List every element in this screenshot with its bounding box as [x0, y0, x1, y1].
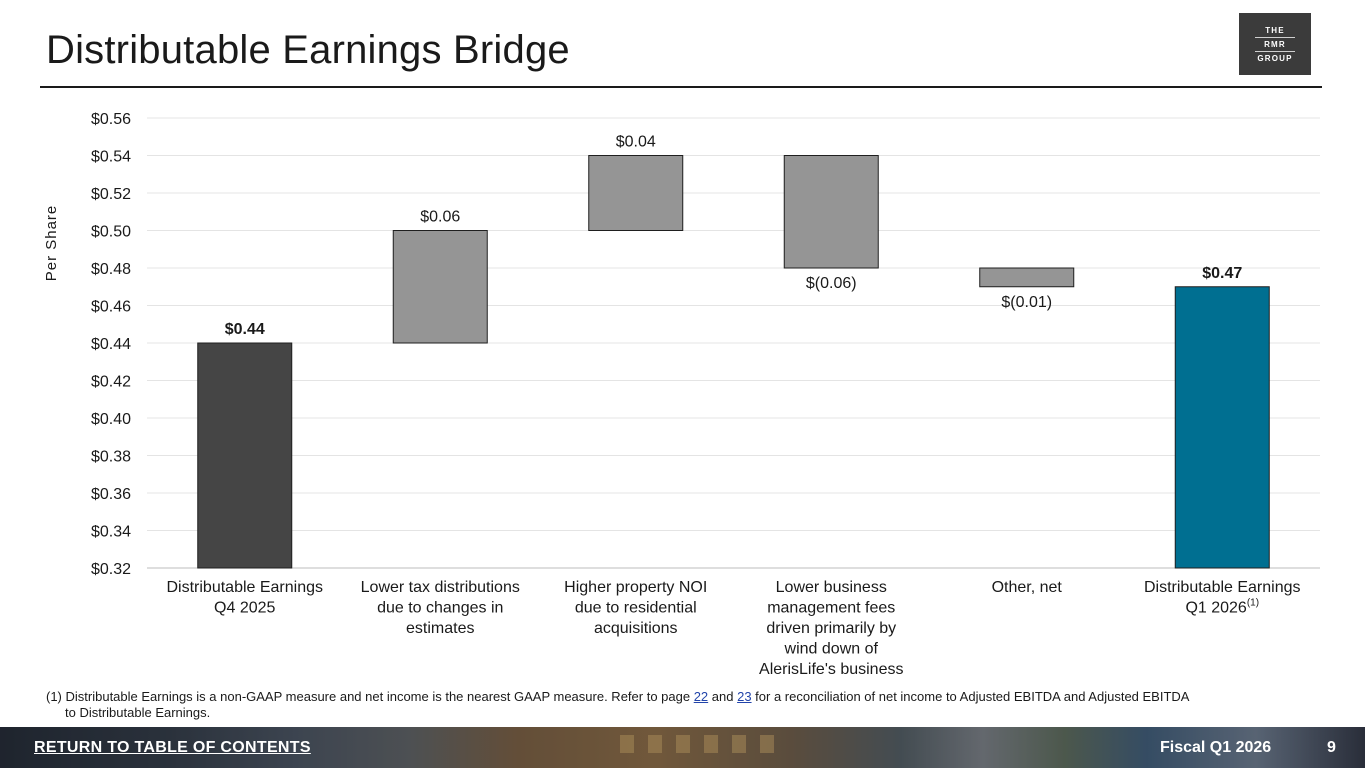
y-tick-label: $0.56 — [91, 111, 131, 128]
x-category-label: Lower tax distributions — [361, 579, 520, 596]
footer-photo-window — [648, 735, 662, 753]
page-title: Distributable Earnings Bridge — [46, 28, 570, 72]
y-tick-label: $0.32 — [91, 561, 131, 578]
bar-6 — [1174, 286, 1270, 569]
footnote-continuation: to Distributable Earnings. — [65, 705, 211, 720]
bar-1 — [197, 342, 293, 569]
page-number: 9 — [1327, 739, 1336, 756]
bar-value-label: $0.04 — [616, 134, 656, 151]
y-tick-label: $0.44 — [91, 336, 131, 353]
bar-value-label: $(0.06) — [806, 275, 857, 292]
y-tick-label: $0.42 — [91, 374, 131, 391]
bar-4 — [783, 155, 879, 269]
footnote-text-start: (1) Distributable Earnings is a non-GAAP… — [46, 689, 694, 704]
bar-value-label: $0.06 — [420, 209, 460, 226]
footnote-text-end: for a reconciliation of net income to Ad… — [751, 689, 1190, 704]
footnote-marker: (1) — [1247, 598, 1259, 609]
y-tick-label: $0.40 — [91, 411, 131, 428]
x-category-label: Lower business — [776, 579, 887, 596]
fiscal-period: Fiscal Q1 2026 — [1160, 739, 1272, 756]
y-tick-label: $0.50 — [91, 224, 131, 241]
x-category-label: due to residential — [575, 600, 697, 617]
x-category-label: due to changes in — [377, 600, 503, 617]
footer-bar: RETURN TO TABLE OF CONTENTS Fiscal Q1 20… — [0, 727, 1365, 768]
x-category-label: management fees — [767, 600, 895, 617]
logo-divider — [1255, 36, 1295, 38]
footer-photo-window — [760, 735, 774, 753]
logo-line-2: RMR — [1264, 39, 1286, 49]
page-22-link[interactable]: 22 — [693, 689, 709, 704]
page-23-link[interactable]: 23 — [737, 689, 752, 704]
bar-3 — [588, 155, 684, 231]
bar-value-label: $0.44 — [225, 321, 265, 338]
y-axis-label: Per Share — [43, 205, 60, 282]
footnote-text-mid: and — [708, 689, 738, 704]
y-tick-label: $0.36 — [91, 486, 131, 503]
footnote: (1) Distributable Earnings is a non-GAAP… — [46, 689, 1326, 721]
x-category-label: acquisitions — [594, 620, 678, 637]
rmr-group-logo: THE RMR GROUP — [1239, 13, 1311, 75]
bar-value-label: $0.47 — [1202, 265, 1242, 282]
y-tick-label: $0.54 — [91, 149, 131, 166]
footer-photo-window — [676, 735, 690, 753]
logo-line-3: GROUP — [1257, 53, 1293, 63]
footer-photo-window — [732, 735, 746, 753]
x-category-label: Distributable Earnings — [166, 579, 323, 596]
footer-photo-window — [704, 735, 718, 753]
y-tick-label: $0.48 — [91, 261, 131, 278]
footer-photo-shade — [0, 727, 1365, 768]
bar-2 — [392, 230, 488, 344]
x-category-label: AlerisLife's business — [759, 661, 903, 678]
bar-5 — [979, 267, 1075, 288]
bar-value-label: $(0.01) — [1001, 294, 1052, 311]
x-category-label: driven primarily by — [766, 620, 896, 637]
title-divider — [40, 86, 1322, 88]
logo-line-1: THE — [1265, 25, 1285, 35]
y-tick-label: $0.52 — [91, 186, 131, 203]
x-category-label: Higher property NOI — [564, 579, 707, 596]
x-category-label: estimates — [406, 620, 474, 637]
x-category-label: wind down of — [784, 641, 879, 658]
footer-photo-window — [620, 735, 634, 753]
y-tick-label: $0.46 — [91, 299, 131, 316]
x-category-label: Other, net — [992, 579, 1063, 596]
y-tick-label: $0.38 — [91, 449, 131, 466]
return-to-toc-link[interactable]: RETURN TO TABLE OF CONTENTS — [34, 739, 311, 756]
x-category-label: Q1 2026(1) — [1185, 598, 1259, 617]
waterfall-chart: $0.32 $0.34 $0.36 $0.38 $0.40 $0.42 $0.44 $0.46… — [43, 111, 1320, 678]
x-category-label: Distributable Earnings — [1144, 579, 1301, 596]
logo-divider — [1255, 50, 1295, 52]
y-tick-label: $0.34 — [91, 524, 131, 541]
x-category-label: Q4 2025 — [214, 600, 275, 617]
